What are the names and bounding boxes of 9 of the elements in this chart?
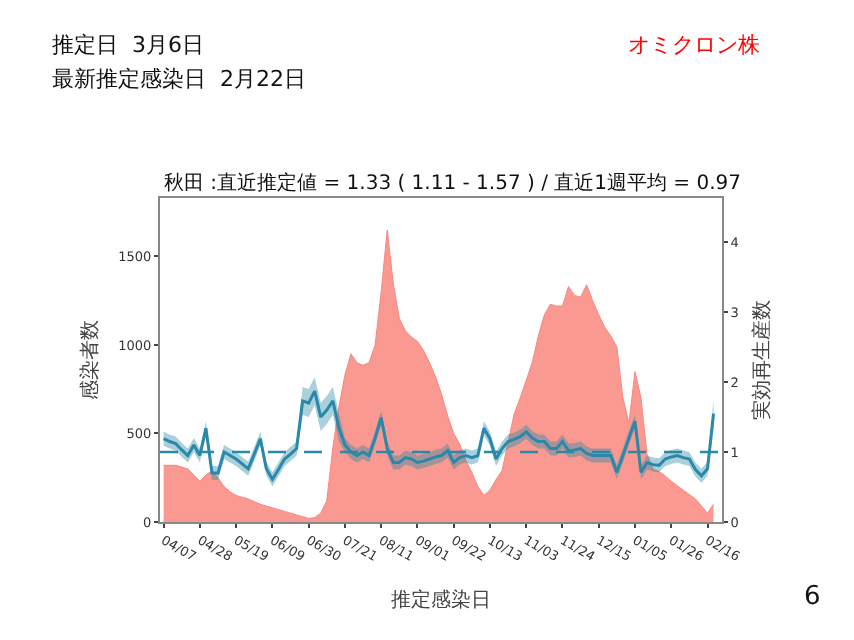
- text: 最新推定感染日 2月22日: [52, 66, 306, 92]
- chart-title: 秋田 :直近推定値 = 1.33 ( 1.11 - 1.57 ) / 直近1週平均 = 0.97: [164, 171, 741, 195]
- x-axis-title: 推定感染日: [391, 587, 491, 612]
- text: 6: [804, 582, 821, 612]
- text: オミクロン株: [628, 32, 760, 58]
- line-series: [162, 389, 716, 481]
- y-axis-title: 感染者数: [78, 320, 103, 400]
- text: 推定日 3月6日: [52, 32, 204, 58]
- y2-axis-title: 実効再生産数: [749, 300, 774, 420]
